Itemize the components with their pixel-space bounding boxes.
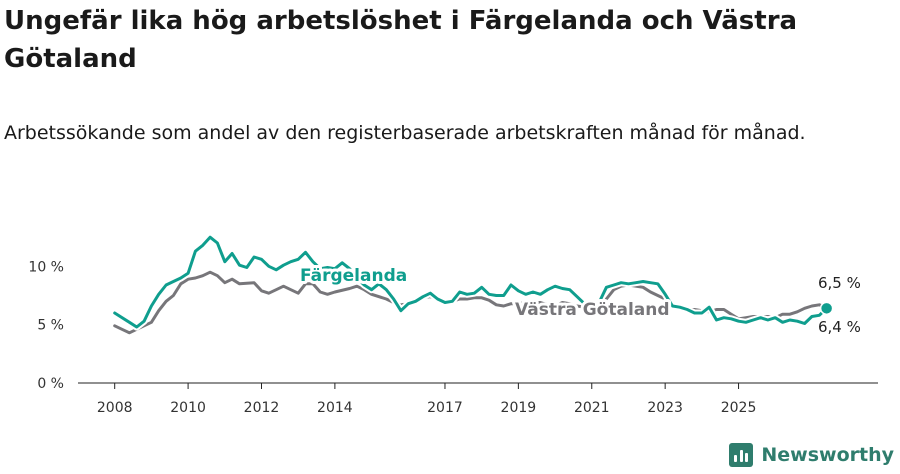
bar-chart-logo-icon xyxy=(729,443,754,467)
y-tick-label: 0 % xyxy=(37,376,64,392)
series-label-vastra-gotaland: Västra Götaland xyxy=(515,300,670,320)
brand-name: Newsworthy xyxy=(761,444,894,466)
chart-title: Ungefär lika hög arbetslöshet i Färgelan… xyxy=(4,6,798,74)
x-tick-label: 2014 xyxy=(317,400,353,416)
end-label-vastra-gotaland: 6,5 % xyxy=(818,274,861,292)
x-tick-label: 2017 xyxy=(427,400,463,416)
series-line-vastra-gotaland xyxy=(113,270,829,335)
x-tick-label: 2019 xyxy=(501,400,537,416)
x-tick-label: 2025 xyxy=(721,400,757,416)
y-tick-label: 10 % xyxy=(28,259,64,275)
line-chart: 0 % 5 % 10 % 2008 2010 2012 2014 2017 2019 2021 20… xyxy=(28,233,878,416)
chart-subtitle: Arbetssökande som andel av den registerb… xyxy=(4,122,806,144)
y-tick-label: 5 % xyxy=(37,318,64,334)
series-label-fargelanda: Färgelanda xyxy=(300,266,407,286)
x-tick-label: 2012 xyxy=(244,400,280,416)
x-tick-label: 2008 xyxy=(97,400,133,416)
x-tick-label: 2021 xyxy=(574,400,610,416)
newsworthy-brand[interactable]: Newsworthy xyxy=(729,440,894,470)
end-label-fargelanda: 6,4 % xyxy=(818,318,861,336)
series-end-dot xyxy=(819,301,834,316)
x-tick-label: 2010 xyxy=(170,400,206,416)
series-line-fargelanda xyxy=(113,235,829,329)
x-tick-label: 2023 xyxy=(647,400,683,416)
